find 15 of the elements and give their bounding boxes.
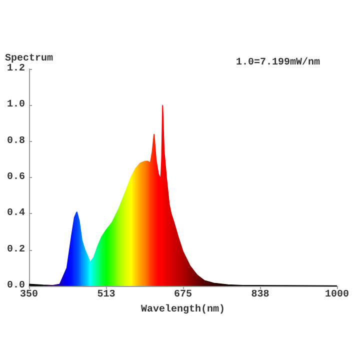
y-tick-label: 0.4 <box>6 208 25 220</box>
y-tick-label: 0.0 <box>6 280 25 292</box>
y-tick-label: 0.6 <box>6 172 25 183</box>
y-tick-label: 0.2 <box>6 244 25 256</box>
y-tick-label: 0.8 <box>6 136 25 147</box>
x-tick-label: 350 <box>20 290 38 300</box>
y-tick-label: 1.0 <box>6 100 25 111</box>
x-tick-label: 838 <box>251 290 270 300</box>
text: 1.0=7.199mW/nm <box>236 56 320 68</box>
x-tick-label: 513 <box>97 290 116 300</box>
x-tick-label: 1000 <box>324 290 350 300</box>
y-tick-label: 1.2 <box>6 64 25 74</box>
x-axis-title: Wavelength(nm) <box>140 303 226 316</box>
y-axis-title: Spectrum <box>4 54 54 65</box>
x-tick-label: 675 <box>174 290 192 300</box>
